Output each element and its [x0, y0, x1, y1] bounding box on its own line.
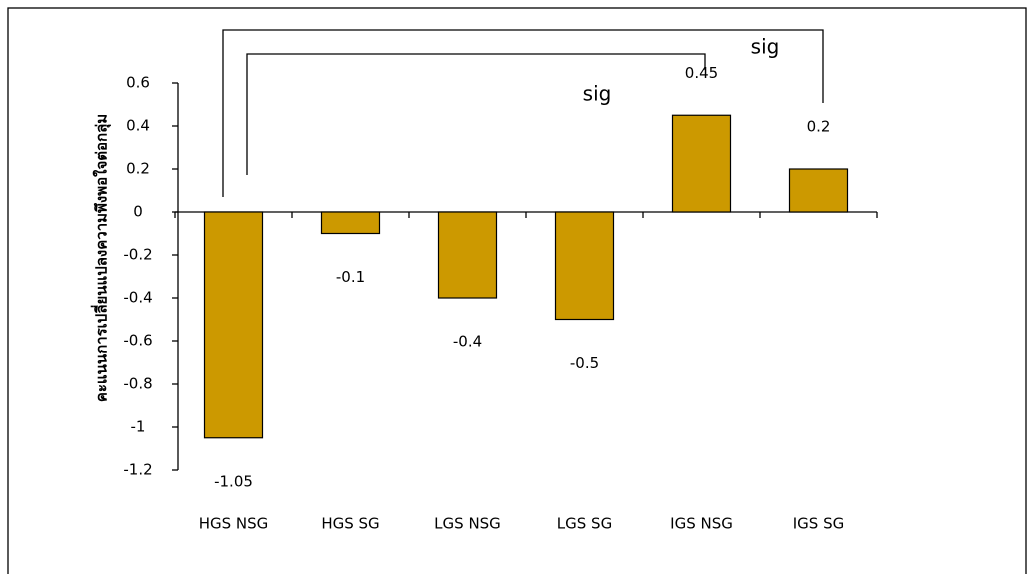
- y-tick-label: 0.6: [126, 74, 150, 92]
- bar: [671, 114, 732, 213]
- y-tick-label: -0.8: [123, 375, 152, 393]
- y-tick-label: -0.2: [123, 246, 152, 264]
- frame: [7, 7, 1027, 574]
- sig-bracket: [222, 29, 824, 197]
- bar: [203, 211, 264, 439]
- data-label: -0.5: [570, 354, 599, 372]
- x-tick-label: LGS NSG: [434, 515, 501, 533]
- x-tick-label: HGS NSG: [199, 515, 269, 533]
- data-label: 0.45: [685, 64, 718, 82]
- data-label: 0.2: [807, 118, 831, 136]
- y-tick-label: -0.6: [123, 332, 152, 350]
- x-tick-label: IGS SG: [793, 515, 844, 533]
- annotation: sig: [583, 82, 612, 106]
- sig-bracket: [246, 53, 706, 175]
- y-tick-label: -1: [131, 418, 146, 436]
- y-axis-label: คะแนนการเปลี่ยนแปลงความพึงพอใจต่อกลุ่ม: [91, 114, 112, 402]
- annotation: sig: [751, 35, 780, 59]
- y-tick-label: -0.4: [123, 289, 152, 307]
- y-tick-label: -1.2: [123, 461, 152, 479]
- x-tick-label: HGS SG: [321, 515, 379, 533]
- bar: [320, 211, 381, 235]
- y-tick-label: 0.2: [126, 160, 150, 178]
- x-tick-label: LGS SG: [557, 515, 612, 533]
- x-tick-label: IGS NSG: [670, 515, 733, 533]
- bar: [788, 168, 849, 213]
- y-tick-label: 0: [133, 203, 143, 221]
- y-tick-label: 0.4: [126, 117, 150, 135]
- data-label: -0.4: [453, 333, 482, 351]
- bar: [437, 211, 498, 299]
- data-label: -0.1: [336, 268, 365, 286]
- data-label: -1.05: [214, 472, 253, 490]
- bar: [554, 211, 615, 321]
